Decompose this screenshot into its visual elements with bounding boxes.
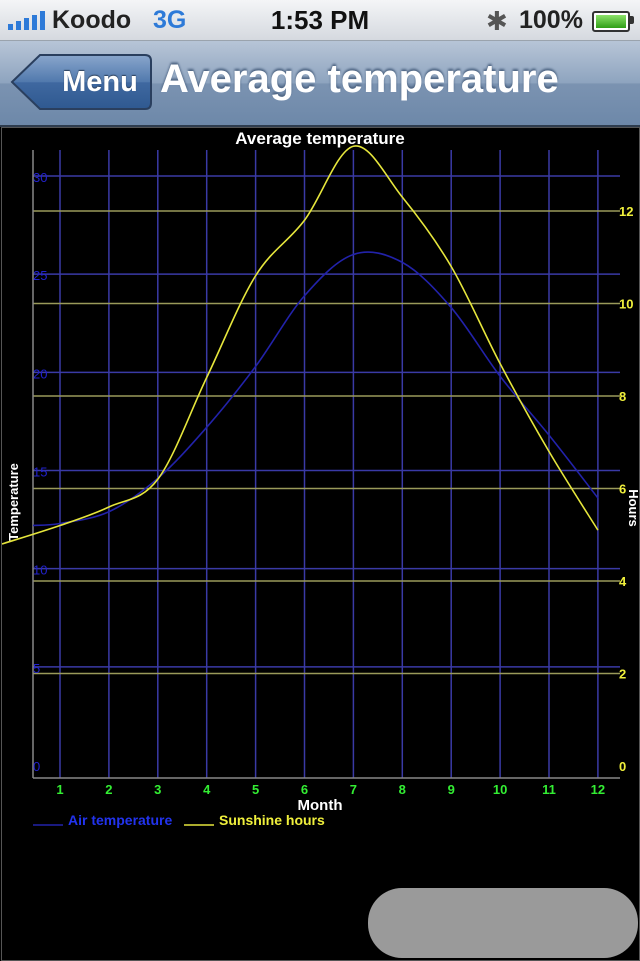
menu-back-label: Menu <box>62 66 138 98</box>
x-tick-label: 5 <box>252 782 259 797</box>
chart-panel: Average temperature Month Temperature Ho… <box>1 127 640 961</box>
x-tick-label: 2 <box>105 782 112 797</box>
x-tick-label: 7 <box>350 782 357 797</box>
x-tick-label: 10 <box>493 782 507 797</box>
y2-tick-label: 4 <box>619 574 627 589</box>
chart-grid <box>32 150 620 779</box>
legend-label: Sunshine hours <box>219 812 325 828</box>
bluetooth-icon: ✱ <box>486 6 508 36</box>
overlay-pill <box>368 888 638 958</box>
y2-tick-label: 2 <box>619 667 626 682</box>
page-title: Average temperature <box>160 57 559 101</box>
y-tick-label: 5 <box>33 661 40 676</box>
y-tick-label: 10 <box>33 563 47 578</box>
status-bar: Koodo 3G 1:53 PM ✱ 100% <box>0 0 640 41</box>
y-tick-label: 30 <box>33 170 47 185</box>
x-tick-label: 6 <box>301 782 308 797</box>
y-tick-label: 20 <box>33 366 47 381</box>
y2-tick-label: 6 <box>619 482 626 497</box>
x-tick-label: 9 <box>448 782 455 797</box>
temperature-chart: Average temperature Month Temperature Ho… <box>2 129 639 828</box>
y-tick-label: 25 <box>33 268 47 283</box>
menu-back-button[interactable]: Menu <box>10 53 153 111</box>
y2-tick-label: 10 <box>619 297 633 312</box>
carrier-name: Koodo <box>52 6 132 34</box>
x-axis-label: Month <box>298 797 343 814</box>
y2-tick-label: 8 <box>619 389 626 404</box>
x-tick-label: 1 <box>56 782 63 797</box>
x-tick-label: 8 <box>399 782 406 797</box>
y-tick-label: 15 <box>33 465 47 480</box>
battery-percentage: 100% <box>519 6 583 34</box>
status-time: 1:53 PM <box>270 5 370 35</box>
series-line-sunshine-hours <box>2 145 599 545</box>
y2-axis-label: Hours <box>626 489 639 527</box>
battery-icon <box>592 11 630 32</box>
series-line-air-temperature <box>32 251 599 527</box>
network-type: 3G <box>153 6 187 34</box>
back-button-shape <box>10 54 152 110</box>
chart-legend: Air temperature Sunshine hours <box>33 812 325 828</box>
x-tick-label: 11 <box>542 782 556 797</box>
navigation-bar: Menu Average temperature <box>0 41 640 127</box>
y2-tick-label: 12 <box>619 204 633 219</box>
y-axis-label: Temperature <box>6 463 21 541</box>
x-tick-label: 3 <box>154 782 161 797</box>
chart-lines <box>2 145 599 545</box>
chart-title: Average temperature <box>235 129 404 148</box>
x-tick-label: 12 <box>591 782 605 797</box>
y2-tick-label: 0 <box>619 759 626 774</box>
y-tick-label: 0 <box>33 759 40 774</box>
x-tick-label: 4 <box>203 782 211 797</box>
legend-label: Air temperature <box>68 812 172 828</box>
